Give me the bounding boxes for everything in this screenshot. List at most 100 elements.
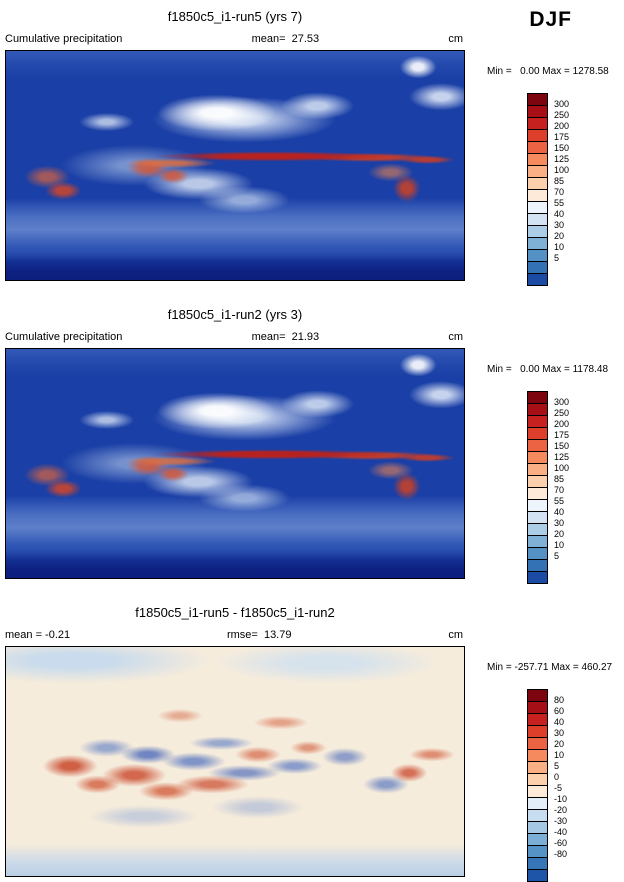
colorbar-box bbox=[528, 190, 547, 202]
colorbar-box bbox=[528, 94, 547, 106]
colorbar-box bbox=[528, 488, 547, 500]
colorbar-tick-label: 200 bbox=[554, 419, 570, 429]
colorbar-box bbox=[528, 404, 547, 416]
colorbar-box bbox=[528, 262, 547, 274]
colorbar-tick-label: -40 bbox=[554, 827, 568, 837]
colorbar-box bbox=[528, 464, 547, 476]
colorbar-box bbox=[528, 750, 547, 762]
colorbar-tick-label: -5 bbox=[554, 783, 563, 793]
panel-run2: f1850c5_i1-run2 (yrs 3) Cumulative preci… bbox=[0, 298, 624, 584]
colorbar-box bbox=[528, 428, 547, 440]
colorbar-box bbox=[528, 392, 547, 404]
colorbar-tick-label: 85 bbox=[554, 474, 565, 484]
content-row: Min = 0.00 Max = 1178.48 300 250 200 175 150… bbox=[5, 348, 624, 584]
colorbar-tick-label: 20 bbox=[554, 231, 565, 241]
colorbar-tick-label: 100 bbox=[554, 463, 570, 473]
colorbar-tick-label: -60 bbox=[554, 838, 568, 848]
variable-label: Cumulative precipitation bbox=[5, 331, 123, 343]
colorbar-tick-label: 70 bbox=[554, 187, 565, 197]
legend: Min = -257.71 Max = 460.27 80 60 40 30 20 10 5… bbox=[465, 646, 624, 882]
stats-row: Cumulative precipitation mean= 27.53 cm bbox=[5, 33, 465, 45]
colorbar-box bbox=[528, 858, 547, 870]
colorbar-box bbox=[528, 500, 547, 512]
colorbar-labels: 80 60 40 30 20 10 5 0 -5 -10 -20 -30 -40 -60 -80 bbox=[554, 695, 567, 860]
colorbar-tick-label: 125 bbox=[554, 154, 570, 164]
minmax-label: Min = 0.00 Max = 1178.48 bbox=[487, 364, 609, 375]
colorbar-tick-label: 85 bbox=[554, 176, 565, 186]
colorbar-box bbox=[528, 512, 547, 524]
colorbar: 80 60 40 30 20 10 5 0 -5 -10 -20 -30 -40 -60 -80 bbox=[527, 689, 617, 882]
colorbar-box bbox=[528, 810, 547, 822]
colorbar-tick-label: 0 bbox=[554, 772, 560, 782]
mean-stat: mean= 21.93 bbox=[251, 331, 320, 343]
content-row: Min = -257.71 Max = 460.27 80 60 40 30 20 10 5… bbox=[5, 646, 624, 882]
colorbar-tick-label: -20 bbox=[554, 805, 568, 815]
colorbar-box bbox=[528, 250, 547, 262]
colorbar-tick-label: 40 bbox=[554, 507, 565, 517]
colorbar-tick-label: 20 bbox=[554, 739, 565, 749]
colorbar-tick-label: 70 bbox=[554, 485, 565, 495]
colorbar: 300 250 200 175 150 125 100 85 70 55 40 30 20 10 5 bbox=[527, 93, 617, 286]
colorbar-tick-label: 10 bbox=[554, 540, 565, 550]
colorbar-tick-label: 5 bbox=[554, 551, 560, 561]
colorbar-box bbox=[528, 798, 547, 810]
colorbar-box bbox=[528, 416, 547, 428]
colorbar-tick-label: 5 bbox=[554, 253, 560, 263]
colorbar-tick-label: 150 bbox=[554, 143, 570, 153]
colorbar-box bbox=[528, 226, 547, 238]
colorbar-box bbox=[528, 786, 547, 798]
colorbar-box bbox=[528, 774, 547, 786]
stats-row: Cumulative precipitation mean= 21.93 cm bbox=[5, 331, 465, 343]
minmax-label: Min = -257.71 Max = 460.27 bbox=[487, 662, 613, 673]
precip-map-run2 bbox=[5, 348, 465, 579]
colorbar-tick-label: 30 bbox=[554, 220, 565, 230]
colorbar-box bbox=[528, 834, 547, 846]
colorbar-tick-label: 55 bbox=[554, 496, 565, 506]
colorbar-box bbox=[528, 106, 547, 118]
colorbar-boxes bbox=[527, 391, 548, 584]
colorbar-box bbox=[528, 440, 547, 452]
colorbar-tick-label: 40 bbox=[554, 209, 565, 219]
units-label: cm bbox=[448, 331, 463, 343]
mean-stat: mean= 27.53 bbox=[251, 33, 320, 45]
colorbar-tick-label: 10 bbox=[554, 242, 565, 252]
colorbar-tick-label: 55 bbox=[554, 198, 565, 208]
colorbar-box bbox=[528, 536, 547, 548]
difference-map bbox=[5, 646, 465, 877]
colorbar-tick-label: 60 bbox=[554, 706, 565, 716]
colorbar-tick-label: 40 bbox=[554, 717, 565, 727]
colorbar-tick-label: 150 bbox=[554, 441, 570, 451]
precip-map-run5 bbox=[5, 50, 465, 281]
colorbar-tick-label: 300 bbox=[554, 397, 570, 407]
panel-title: f1850c5_i1-run2 (yrs 3) bbox=[167, 307, 303, 322]
colorbar-box bbox=[528, 690, 547, 702]
colorbar-tick-label: 250 bbox=[554, 110, 570, 120]
colorbar-boxes bbox=[527, 689, 548, 882]
colorbar-box bbox=[528, 762, 547, 774]
colorbar-tick-label: 5 bbox=[554, 761, 560, 771]
colorbar-box bbox=[528, 178, 547, 190]
colorbar-box bbox=[528, 560, 547, 572]
colorbar-box bbox=[528, 846, 547, 858]
colorbar-tick-label: 125 bbox=[554, 452, 570, 462]
mean-stat: mean = -0.21 bbox=[5, 629, 71, 641]
colorbar-box bbox=[528, 738, 547, 750]
colorbar-box bbox=[528, 214, 547, 226]
legend: Min = 0.00 Max = 1178.48 300 250 200 175 150… bbox=[465, 348, 624, 584]
colorbar-tick-label: -30 bbox=[554, 816, 568, 826]
colorbar-tick-label: 30 bbox=[554, 728, 565, 738]
colorbar-box bbox=[528, 548, 547, 560]
colorbar-box bbox=[528, 142, 547, 154]
colorbar-box bbox=[528, 202, 547, 214]
colorbar-box bbox=[528, 572, 547, 583]
colorbar-tick-label: 20 bbox=[554, 529, 565, 539]
colorbar-box bbox=[528, 154, 547, 166]
stats-row: mean = -0.21 rmse= 13.79 cm bbox=[5, 629, 465, 641]
colorbar-box bbox=[528, 726, 547, 738]
colorbar-tick-label: 300 bbox=[554, 99, 570, 109]
colorbar-box bbox=[528, 130, 547, 142]
colorbar: 300 250 200 175 150 125 100 85 70 55 40 30 20 10 5 bbox=[527, 391, 617, 584]
colorbar-box bbox=[528, 238, 547, 250]
colorbar-box bbox=[528, 452, 547, 464]
